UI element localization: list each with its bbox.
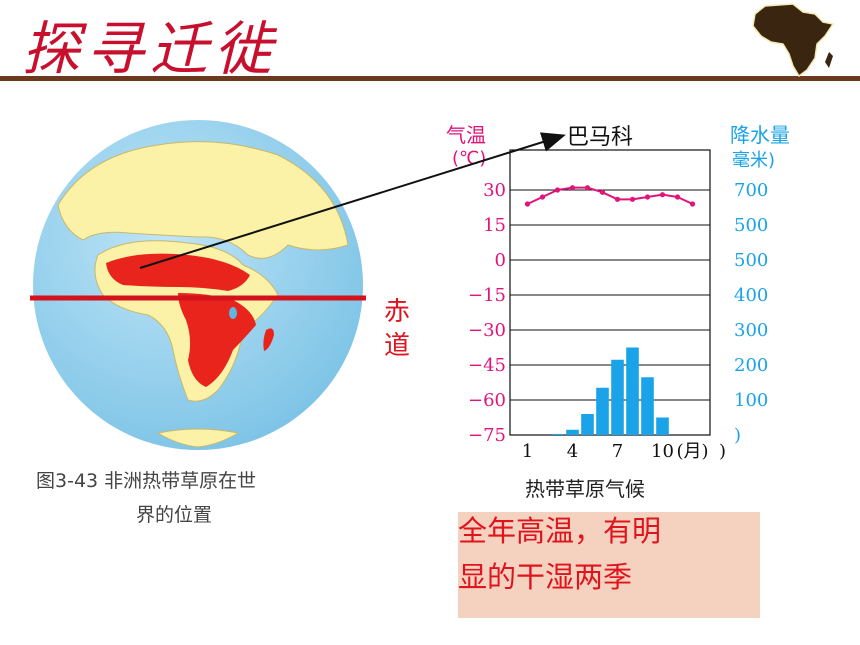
figure-caption-line2: 界的位置: [136, 504, 213, 526]
summary-text: 全年高温，有明 显的干湿两季: [458, 508, 758, 600]
precip-bar: [656, 417, 669, 435]
temp-tick-label: −30: [468, 320, 506, 341]
summary-line1: 全年高温，有明: [458, 514, 662, 548]
precip-tick-label: 400: [734, 285, 768, 306]
precip-unit-label: 毫米): [732, 150, 775, 171]
precip-tick-label: ): [734, 425, 741, 446]
temp-tick-label: −75: [468, 425, 506, 446]
month-tick-label: 10: [651, 441, 674, 462]
temp-tick-label: 15: [483, 215, 506, 236]
temp-point: [614, 196, 621, 202]
temp-tick-label: −60: [468, 390, 506, 411]
month-tick-label: 7: [612, 441, 623, 462]
month-tick-label: 4: [567, 441, 578, 462]
madagascar: [263, 328, 274, 351]
climate-chart: 气温 (℃) 巴马科 降水量 毫米) 30 15 0 −15 −30 −45 −60 −75 7…: [446, 123, 790, 462]
precip-bar: [581, 414, 594, 435]
temp-axis-label: 气温: [446, 123, 486, 147]
header-rule: [0, 76, 860, 81]
precip-tick-label: 700: [734, 180, 768, 201]
temp-point: [539, 194, 546, 200]
precip-bar: [641, 377, 654, 435]
precip-tick-label: 500: [734, 250, 768, 271]
precip-bar: [566, 429, 579, 435]
temp-point: [689, 201, 696, 207]
temp-point: [584, 185, 591, 191]
summary-box: [458, 512, 760, 618]
month-tick-label: ): [719, 441, 726, 462]
temp-unit-label: (℃): [452, 148, 486, 169]
precip-tick-label: 300: [734, 320, 768, 341]
temp-point: [644, 194, 651, 200]
temp-point: [629, 196, 636, 202]
temp-tick-label: −45: [468, 355, 506, 376]
temp-point: [659, 192, 666, 198]
precip-tick-label: 100: [734, 390, 768, 411]
month-tick-label: 1: [522, 441, 533, 462]
month-tick-label: (月): [676, 441, 708, 462]
temp-tick-label: −15: [468, 285, 506, 306]
equator-label: 赤道: [384, 297, 411, 361]
temp-point: [524, 201, 531, 207]
precip-bar: [596, 387, 609, 435]
station-name: 巴马科: [567, 125, 633, 150]
temp-tick-label: 30: [483, 180, 506, 201]
precip-bar: [551, 433, 564, 435]
savanna-south: [178, 293, 256, 387]
precip-bar: [611, 359, 624, 435]
temp-point: [554, 187, 561, 193]
precip-tick-label: 500: [734, 215, 768, 236]
temp-point: [599, 189, 606, 195]
chart-frame: [509, 149, 711, 436]
precip-axis-label: 降水量: [730, 123, 790, 147]
figure-caption: 图3-43 非洲热带草原在世 界的位置: [36, 464, 376, 532]
climate-caption: 热带草原气候: [525, 477, 645, 501]
africa-logo-icon: [752, 3, 835, 78]
summary-line2: 显的干湿两季: [458, 560, 633, 594]
precip-tick-label: 200: [734, 355, 768, 376]
temp-point: [569, 185, 576, 191]
temp-tick-label: 0: [495, 250, 506, 271]
temp-point: [674, 194, 681, 200]
slide-title: 探寻迁徙: [22, 15, 279, 83]
globe-map: [30, 120, 366, 450]
precip-bar: [626, 347, 639, 435]
figure-caption-line1: 图3-43 非洲热带草原在世: [36, 470, 257, 492]
